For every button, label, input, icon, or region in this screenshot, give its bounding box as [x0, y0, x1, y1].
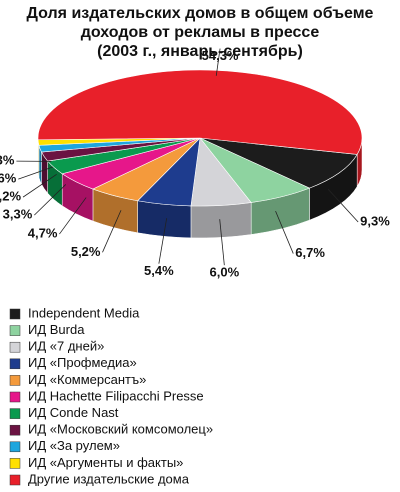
- legend-swatch: [9, 474, 21, 486]
- legend-swatch: [9, 458, 21, 469]
- chart-title: (2003 г., январь-сентябрь): [97, 43, 303, 60]
- legend-swatch: [9, 424, 21, 436]
- legend-swatch: [9, 341, 21, 353]
- legend-swatch: [9, 375, 21, 386]
- legend-label: ИД «Профмедиа»: [28, 355, 137, 370]
- legend-label: ИД «За рулем»: [28, 438, 120, 453]
- legend-label: ИД Burda: [28, 322, 85, 337]
- legend-label: ИД Conde Nast: [28, 405, 119, 420]
- leader-line: [18, 166, 53, 180]
- value-label: 6,7%: [295, 245, 325, 260]
- leader-line: [22, 173, 57, 198]
- value-label: 4,7%: [28, 226, 58, 241]
- value-label: 6,0%: [210, 265, 240, 280]
- value-label: 1,3%: [0, 153, 15, 168]
- legend-swatch: [9, 408, 21, 419]
- legend-swatch: [9, 325, 21, 336]
- value-label: 5,2%: [71, 244, 101, 259]
- legend-label: ИД «Московский комсомолец»: [28, 422, 213, 437]
- leader-line: [215, 48, 221, 76]
- legend-swatch: [9, 441, 21, 453]
- leader-line: [102, 210, 122, 253]
- legend-swatch: [9, 358, 21, 370]
- legend-label: ИД «7 дней»: [28, 339, 104, 354]
- value-label: 5,4%: [144, 263, 174, 278]
- legend-label: ИД «Аргументы и факты»: [28, 455, 183, 470]
- legend-label: Другие издательские дома: [28, 471, 190, 486]
- value-label: 2,2%: [0, 189, 21, 204]
- value-label: 9,3%: [360, 213, 390, 228]
- value-label: 3,3%: [3, 207, 33, 222]
- value-label: 54,3%: [202, 48, 239, 63]
- leader-line: [34, 184, 67, 216]
- legend-swatch: [9, 391, 21, 403]
- legend-swatch: [9, 308, 21, 320]
- leader-line: [219, 219, 225, 266]
- legend-label: ИД «Коммерсантъ»: [28, 372, 146, 387]
- leader-line: [59, 197, 87, 235]
- leader-line: [158, 218, 168, 264]
- chart-title: Доля издательских домов в общем объеме: [27, 5, 374, 22]
- legend-label: Independent Media: [28, 305, 140, 320]
- chart-title: доходов от рекламы в прессе: [81, 24, 320, 41]
- slice: [37, 69, 363, 155]
- leader-line: [327, 188, 359, 223]
- legend-label: ИД Hachette Filipacchi Presse: [28, 388, 204, 403]
- leader-line: [275, 210, 294, 254]
- value-label: 1,6%: [0, 171, 17, 186]
